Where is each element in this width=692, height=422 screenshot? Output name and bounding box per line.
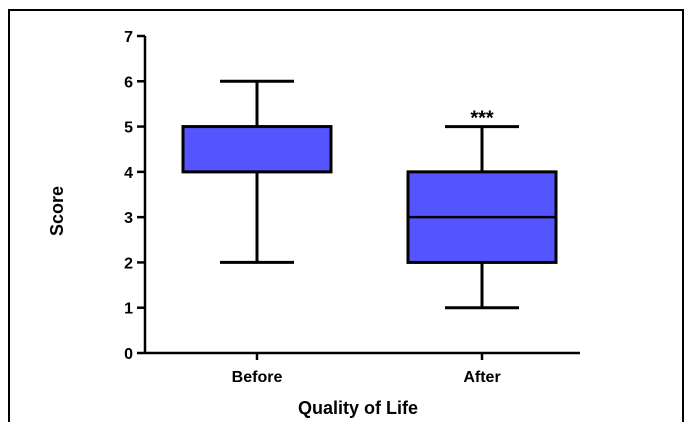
y-tick-label: 0: [124, 346, 133, 363]
y-axis-title: Score: [47, 186, 67, 236]
boxes-layer: ***: [181, 79, 558, 310]
y-tick-label: 6: [124, 74, 133, 91]
y-tick-label: 5: [124, 120, 133, 137]
y-tick-label: 3: [124, 210, 133, 227]
axis-layer: 0 1 2 3 4 5 6 7 Before After: [124, 29, 580, 386]
chart-frame: [8, 9, 684, 422]
y-tick-label: 1: [124, 301, 133, 318]
x-axis-title: Quality of Life: [298, 398, 418, 418]
y-tick-label: 2: [124, 255, 133, 272]
significance-annotation: ***: [470, 108, 494, 130]
y-tick-label: 4: [124, 165, 133, 182]
x-tick-label-after: After: [463, 369, 500, 386]
y-tick-label: 7: [124, 29, 133, 46]
x-tick-label-before: Before: [232, 369, 283, 386]
box-before: [181, 125, 333, 174]
